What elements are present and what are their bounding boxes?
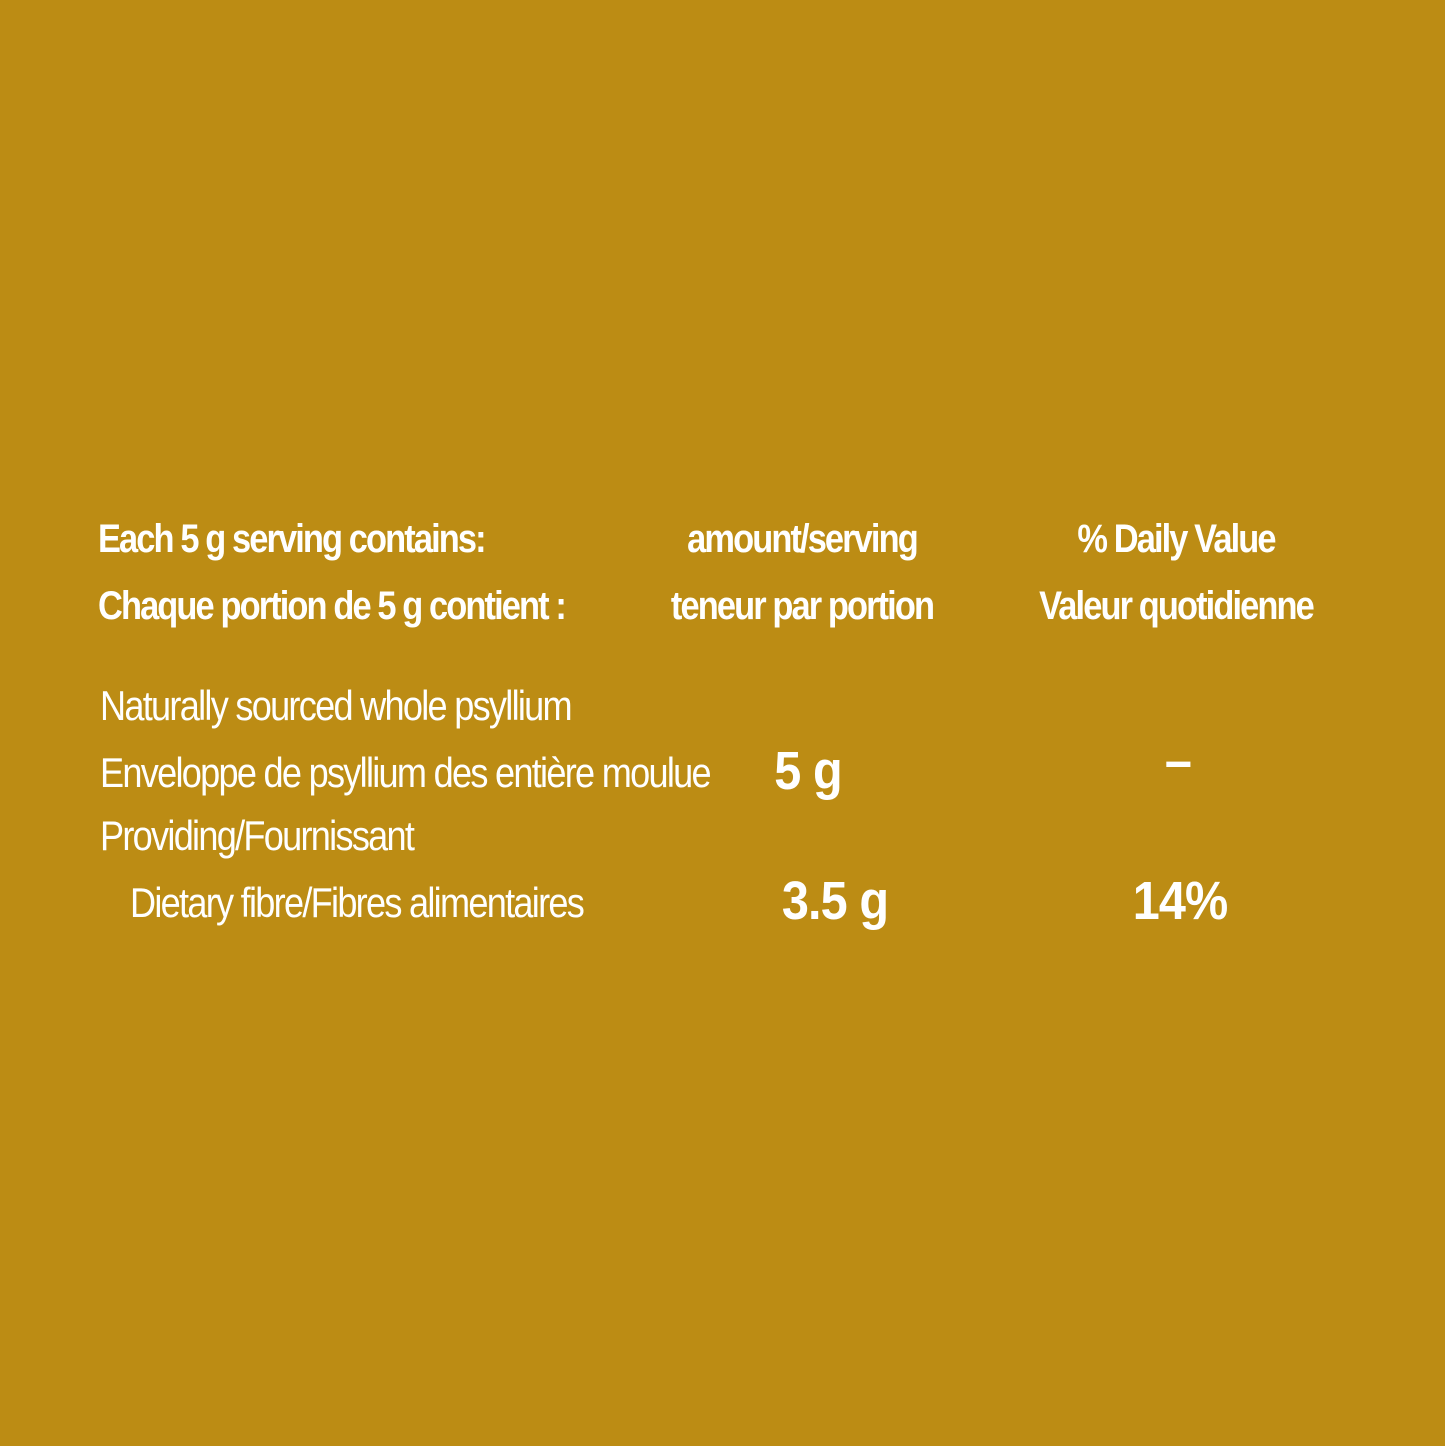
- ingredient-label-fr: Enveloppe de psyllium des entière moulue: [100, 749, 712, 796]
- ingredient-daily-value: –: [1164, 731, 1192, 791]
- serving-header-fr: Chaque portion de 5 g contient :: [98, 584, 567, 628]
- fibre-daily-value: 14%: [1132, 871, 1228, 931]
- fibre-label: Dietary fibre/Fibres alimentaires: [130, 879, 585, 926]
- daily-value-header-en: % Daily Value: [1077, 517, 1276, 561]
- daily-value-header-fr: Valeur quotidienne: [1039, 584, 1315, 628]
- serving-header-en: Each 5 g serving contains:: [98, 517, 487, 561]
- providing-label: Providing/Fournissant: [100, 812, 415, 859]
- amount-header-en: amount/serving: [687, 517, 919, 561]
- fibre-amount: 3.5 g: [781, 871, 889, 931]
- ingredient-amount: 5 g: [774, 741, 842, 801]
- amount-header-fr: teneur par portion: [670, 584, 935, 628]
- ingredient-label-en: Naturally sourced whole psyllium: [100, 682, 573, 729]
